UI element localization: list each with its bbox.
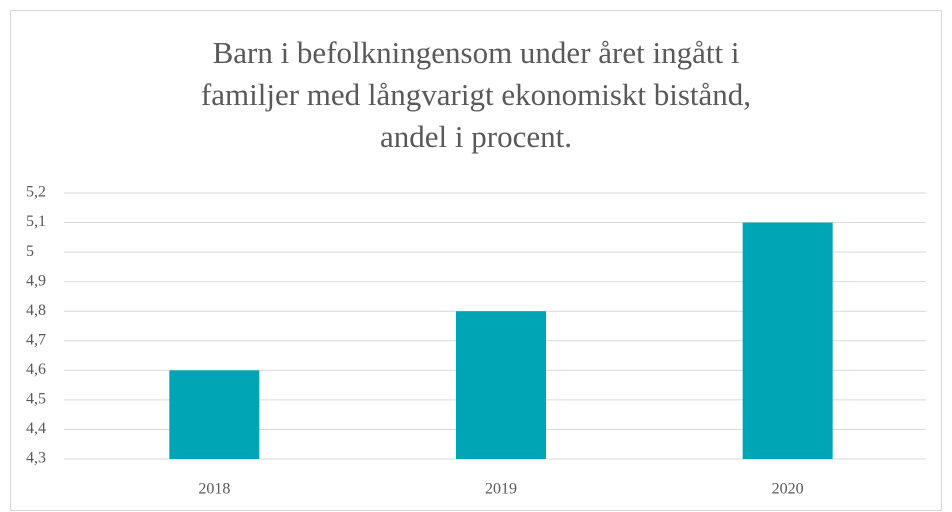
y-tick-label: 5 [26, 243, 34, 260]
x-tick-label: 2019 [485, 481, 517, 498]
y-tick-label: 5,1 [26, 213, 46, 230]
chart-title: familjer med långvarigt ekonomiskt bistå… [201, 77, 751, 112]
chart-title: Barn i befolkningensom under året ingått… [213, 35, 740, 70]
y-tick-label: 4,7 [26, 331, 46, 348]
bar [742, 222, 833, 459]
x-tick-label: 2020 [772, 481, 804, 498]
y-tick-label: 4,3 [26, 450, 46, 467]
bar [456, 311, 546, 459]
y-tick-label: 4,4 [26, 420, 46, 437]
y-tick-label: 4,5 [26, 391, 46, 408]
y-tick-label: 4,9 [26, 272, 46, 289]
chart-title: andel i procent. [380, 119, 572, 154]
y-tick-label: 4,8 [26, 302, 46, 319]
bar [169, 370, 260, 459]
x-tick-label: 2018 [198, 481, 230, 498]
y-tick-label: 4,6 [26, 361, 46, 378]
y-tick-label: 5,2 [26, 184, 46, 201]
